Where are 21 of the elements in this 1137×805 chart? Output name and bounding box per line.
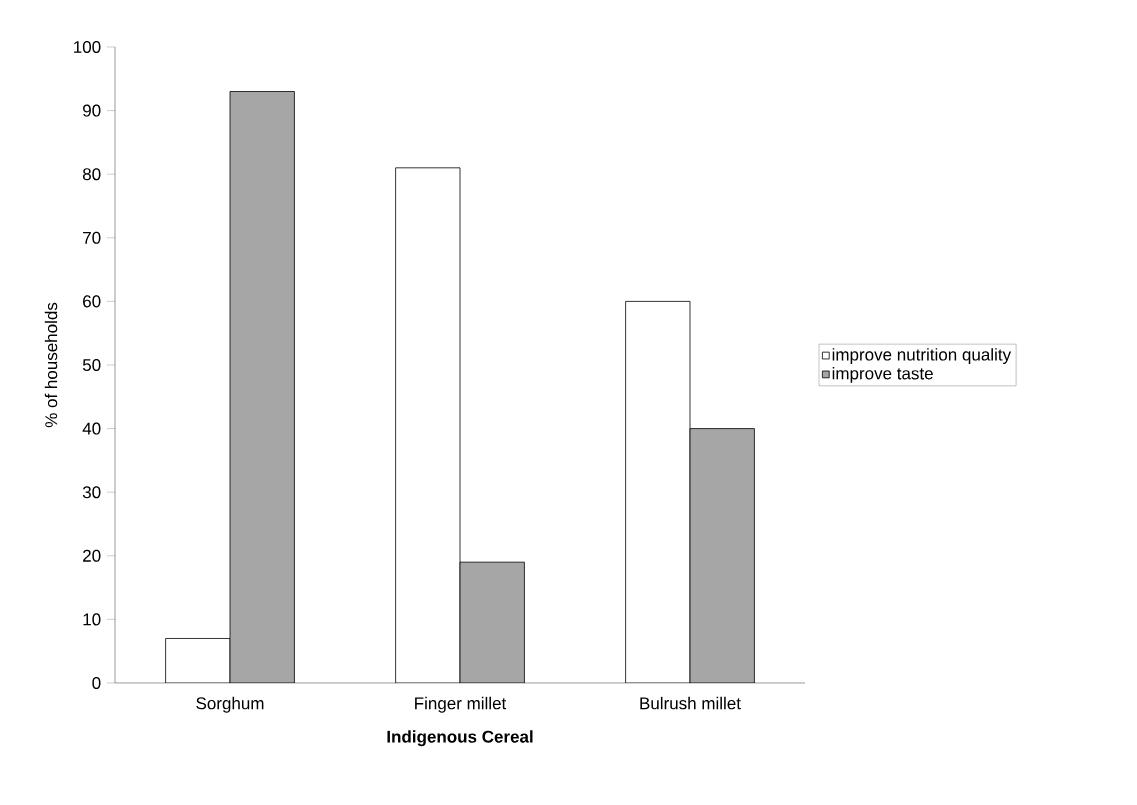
y-tick-label: 0 (92, 676, 101, 690)
y-tick-label: 10 (83, 613, 101, 626)
y-tick-label: 70 (83, 231, 101, 244)
y-tick-label: 30 (82, 486, 101, 499)
y-tick-label: 90 (83, 104, 101, 117)
y-tick-label: 100 (74, 40, 101, 53)
legend-label: improve nutrition quality (832, 348, 1012, 364)
y-tick-label: 40 (82, 422, 101, 435)
y-tick-label: 80 (82, 168, 101, 181)
x-tick-label: Bulrush millet (640, 696, 741, 710)
bar (689, 428, 755, 683)
y-tick-label: 50 (82, 358, 101, 372)
legend-label: improve taste (832, 366, 933, 383)
x-tick-label: Sorghum (196, 696, 264, 713)
bar (229, 91, 295, 683)
y-axis-title: % of households (44, 302, 58, 428)
y-tick-label: 20 (83, 549, 101, 562)
x-tick-label: Finger millet (415, 696, 507, 713)
bar (459, 561, 525, 683)
y-tick-label: 60 (83, 295, 101, 308)
x-axis-title: Indigenous Cereal (387, 730, 533, 747)
